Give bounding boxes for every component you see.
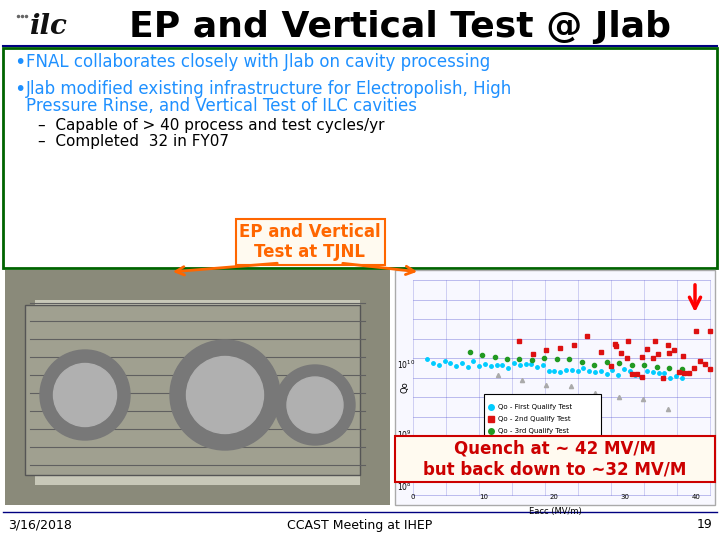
Circle shape — [40, 350, 130, 440]
Text: ilc: ilc — [29, 14, 67, 40]
Text: 40: 40 — [691, 494, 701, 500]
FancyBboxPatch shape — [25, 305, 360, 475]
FancyBboxPatch shape — [35, 300, 360, 485]
Text: EP and Vertical Test @ Jlab: EP and Vertical Test @ Jlab — [129, 10, 671, 44]
Text: Pressure Rinse, and Vertical Test of ILC cavities: Pressure Rinse, and Vertical Test of ILC… — [26, 97, 417, 115]
Text: $10^8$: $10^8$ — [397, 481, 412, 493]
Text: Qo: Qo — [498, 440, 508, 446]
Circle shape — [170, 340, 280, 450]
FancyBboxPatch shape — [484, 394, 601, 451]
Text: Qo - First Qualify Test: Qo - First Qualify Test — [498, 404, 572, 410]
Text: CCAST Meeting at IHEP: CCAST Meeting at IHEP — [287, 518, 433, 531]
Text: 19: 19 — [696, 518, 712, 531]
Text: EP and Vertical
Test at TJNL: EP and Vertical Test at TJNL — [239, 222, 381, 261]
Text: FNAL collaborates closely with Jlab on cavity processing: FNAL collaborates closely with Jlab on c… — [26, 53, 490, 71]
Text: Quench at ~ 42 MV/M
but back down to ~32 MV/M: Quench at ~ 42 MV/M but back down to ~32… — [423, 440, 687, 478]
Circle shape — [186, 356, 264, 434]
Text: 0: 0 — [410, 494, 415, 500]
Text: •: • — [14, 53, 25, 72]
FancyBboxPatch shape — [5, 270, 390, 505]
Text: –  Capable of > 40 process and test cycles/yr: – Capable of > 40 process and test cycle… — [38, 118, 384, 133]
Text: $10^9$: $10^9$ — [397, 429, 412, 441]
Text: Qo: Qo — [400, 382, 410, 393]
Text: 10: 10 — [480, 494, 488, 500]
Text: Eacc (MV/m): Eacc (MV/m) — [528, 507, 581, 516]
Text: Qo - 2nd Qualify Test: Qo - 2nd Qualify Test — [498, 416, 571, 422]
Circle shape — [275, 365, 355, 445]
Text: •: • — [14, 80, 25, 99]
FancyBboxPatch shape — [395, 270, 715, 505]
Circle shape — [287, 377, 343, 433]
Text: $10^{10}$: $10^{10}$ — [397, 359, 415, 371]
Text: 20: 20 — [550, 494, 559, 500]
FancyBboxPatch shape — [236, 219, 385, 265]
Circle shape — [53, 363, 117, 427]
Text: 3/16/2018: 3/16/2018 — [8, 518, 72, 531]
Text: 30: 30 — [621, 494, 630, 500]
Text: Jlab modified existing infrastructure for Electropolish, High: Jlab modified existing infrastructure fo… — [26, 80, 512, 98]
FancyBboxPatch shape — [3, 48, 717, 268]
Text: –  Completed  32 in FY07: – Completed 32 in FY07 — [38, 134, 229, 149]
FancyBboxPatch shape — [395, 436, 715, 482]
Text: Qo - 3rd Qualify Test: Qo - 3rd Qualify Test — [498, 428, 569, 434]
